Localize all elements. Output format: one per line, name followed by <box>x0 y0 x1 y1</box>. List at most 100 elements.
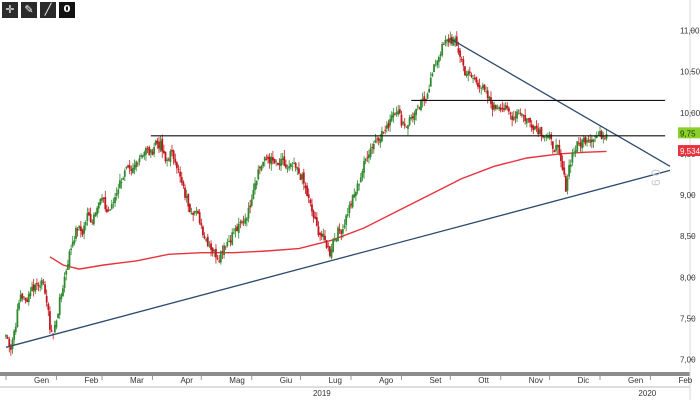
candle-down <box>130 169 133 171</box>
candle-up <box>556 144 559 148</box>
price-tag-box <box>678 145 700 157</box>
candle-down <box>136 163 139 165</box>
candle-down <box>411 116 414 119</box>
candle-up <box>231 232 234 245</box>
candle-up <box>355 191 357 197</box>
candle-up <box>534 126 536 130</box>
candle-up <box>356 183 359 192</box>
candle-down <box>307 194 310 199</box>
candle-up <box>592 139 595 142</box>
candle-up <box>301 173 304 180</box>
candle-down <box>442 44 445 45</box>
candle-up <box>234 228 237 232</box>
candle-up <box>408 117 411 125</box>
candle-up <box>62 288 64 297</box>
candle-down <box>398 109 401 114</box>
candle-up <box>99 198 102 205</box>
candle-down <box>202 226 204 236</box>
candle-up <box>517 110 520 112</box>
candle-up <box>351 195 354 208</box>
candle-down <box>447 38 450 43</box>
candle-down <box>327 246 330 248</box>
candle-up <box>595 135 598 139</box>
candle-down <box>561 160 564 170</box>
candle-up <box>60 294 63 300</box>
candle-down <box>532 125 535 131</box>
candle-down <box>584 136 587 144</box>
candle-up <box>169 151 172 163</box>
candle-up <box>449 37 452 43</box>
candle-up <box>13 330 16 340</box>
candle-up <box>433 64 435 73</box>
candle-down <box>179 171 182 177</box>
candle-down <box>317 226 320 236</box>
candle-down <box>553 150 556 152</box>
trendline-icon[interactable]: ╱ <box>40 2 56 18</box>
x-tick-label: Feb <box>84 376 98 385</box>
candle-up <box>431 73 434 76</box>
candle-up <box>58 297 61 315</box>
candle-up <box>96 207 99 215</box>
candle-up <box>569 164 572 167</box>
candle-up <box>397 110 400 115</box>
candle-down <box>211 247 214 252</box>
candle-up <box>16 309 19 327</box>
candle-up <box>138 158 141 163</box>
candle-up <box>97 202 100 209</box>
candle-down <box>418 107 421 109</box>
candle-up <box>372 143 375 150</box>
candle-down <box>272 157 274 161</box>
candle-down <box>167 159 170 161</box>
candle-down <box>215 248 217 258</box>
candle-up <box>390 115 393 121</box>
candle-up <box>252 189 255 200</box>
candle-down <box>366 157 369 159</box>
candle-down <box>507 108 510 112</box>
x-tick-label: Dic <box>578 376 590 385</box>
candle-down <box>319 233 321 235</box>
candle-down <box>384 129 387 131</box>
y-tick-label: 10,50 <box>680 68 700 77</box>
y-tick-label: 11,00 <box>680 26 700 35</box>
candle-down <box>529 117 531 123</box>
candle-down <box>206 236 209 246</box>
candle-down <box>527 118 530 120</box>
candle-up <box>94 212 97 217</box>
price-tag-box <box>678 127 700 139</box>
candle-down <box>340 230 343 234</box>
x-tick-label: Ott <box>478 376 489 385</box>
candle-up <box>341 229 344 234</box>
candle-up <box>73 240 76 244</box>
candle-up <box>415 108 418 115</box>
candle-up <box>407 125 409 129</box>
support-trendline <box>5 169 671 348</box>
candle-up <box>480 87 483 89</box>
candle-down <box>273 158 276 164</box>
candle-up <box>368 154 370 159</box>
crosshair-icon[interactable]: ✛ <box>2 2 18 18</box>
candle-up <box>293 162 295 164</box>
candle-down <box>258 167 261 169</box>
candle-down <box>89 214 92 222</box>
candle-down <box>175 162 178 169</box>
candle-up <box>496 108 499 110</box>
y-tick-label: 9,00 <box>680 191 696 200</box>
candle-up <box>133 164 136 170</box>
x-axis-band <box>0 372 690 376</box>
candle-up <box>40 279 43 286</box>
candle-up <box>429 77 432 87</box>
candle-down <box>470 74 473 77</box>
candle-up <box>465 74 468 76</box>
candle-up <box>65 270 68 275</box>
candle-up <box>262 161 265 167</box>
candle-down <box>537 128 540 135</box>
candle-up <box>92 214 95 225</box>
candle-up <box>208 245 211 247</box>
candle-up <box>364 158 367 162</box>
candle-up <box>363 160 365 173</box>
zero-count-badge[interactable]: 0 <box>59 2 75 18</box>
candle-up <box>568 165 570 177</box>
pencil-icon[interactable]: ✎ <box>21 2 37 18</box>
candle-down <box>283 156 286 166</box>
candle-up <box>260 166 263 171</box>
